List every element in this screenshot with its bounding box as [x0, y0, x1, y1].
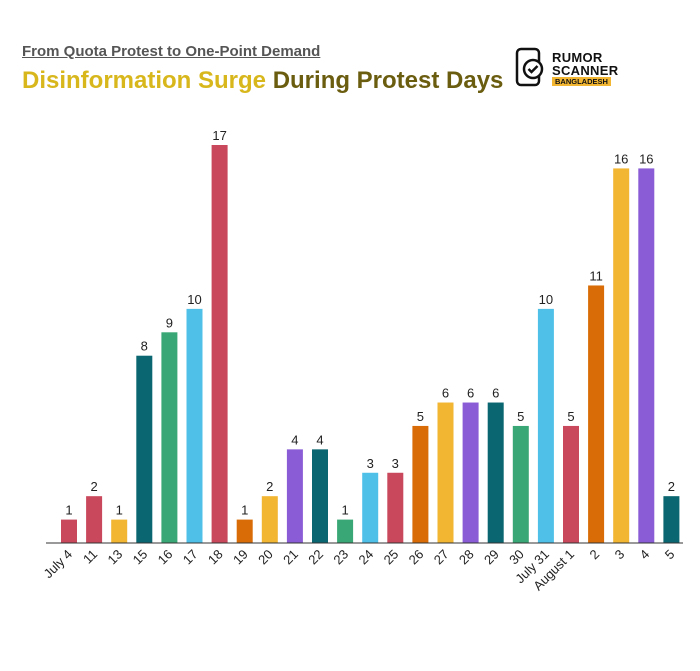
value-label-10: 4 — [316, 432, 323, 447]
value-label-4: 9 — [166, 315, 173, 330]
x-tick-label-22: 3 — [612, 547, 628, 563]
bar-21 — [588, 285, 605, 543]
x-tick-label-15: 27 — [431, 547, 452, 568]
bar-8 — [261, 496, 278, 543]
bar-1 — [86, 496, 103, 543]
x-tick-label-7: 19 — [230, 547, 251, 568]
bar-9 — [286, 449, 303, 543]
rumor-scanner-logo: RUMOR SCANNER BANGLADESH — [514, 47, 624, 89]
value-label-5: 10 — [187, 292, 201, 307]
chart-title-part2: During Protest Days — [272, 67, 504, 94]
x-tick-label-14: 26 — [406, 547, 427, 568]
bar-7 — [236, 519, 253, 543]
bar-14 — [412, 425, 429, 543]
value-label-8: 2 — [266, 479, 273, 494]
bar-17 — [487, 402, 504, 543]
x-tick-label-21: 2 — [586, 547, 602, 563]
value-label-19: 10 — [539, 292, 553, 307]
logo-text-scanner: SCANNER — [552, 63, 619, 78]
x-tick-labels-group: July 4 11 13 15 16 17 18 19 20 21 22 23 24 25 26 27 28 29… — [40, 547, 677, 594]
chart-title: Disinformation Surge During Protest Days — [22, 67, 503, 95]
bar-19 — [537, 308, 554, 543]
value-label-7: 1 — [241, 503, 248, 518]
value-label-15: 6 — [442, 386, 449, 401]
x-tick-label-3: 15 — [130, 547, 151, 568]
x-tick-label-8: 20 — [255, 547, 276, 568]
x-tick-label-17: 29 — [481, 547, 502, 568]
value-labels-group: 1 2 1 8 9 10 17 1 2 4 4 1 3 3 5 6 6 6 5 10 5 11 16 16 2 — [65, 128, 675, 518]
value-label-18: 5 — [517, 409, 524, 424]
bar-20 — [563, 425, 579, 543]
value-label-12: 3 — [367, 456, 374, 471]
value-label-22: 16 — [614, 151, 628, 166]
x-tick-label-0: July 4 — [40, 547, 75, 582]
bar-5 — [186, 308, 203, 543]
bar-3 — [136, 355, 153, 543]
value-label-16: 6 — [467, 386, 474, 401]
value-label-1: 2 — [90, 479, 97, 494]
bar-10 — [312, 449, 328, 543]
value-label-6: 17 — [212, 128, 226, 143]
logo-text-bangladesh: BANGLADESH — [552, 77, 611, 86]
bars-group — [61, 145, 680, 544]
phone-checkmark-icon — [515, 47, 544, 87]
bar-18 — [512, 425, 529, 543]
value-label-13: 3 — [392, 456, 399, 471]
value-label-3: 8 — [141, 339, 148, 354]
x-tick-label-4: 16 — [155, 547, 176, 568]
value-label-9: 4 — [291, 432, 298, 447]
x-tick-label-13: 25 — [381, 547, 402, 568]
x-tick-label-1: 11 — [80, 547, 100, 567]
bar-4 — [161, 332, 178, 543]
value-label-0: 1 — [65, 503, 72, 518]
x-tick-label-11: 23 — [330, 547, 351, 568]
x-tick-label-10: 22 — [305, 547, 326, 568]
bar-2 — [111, 519, 128, 543]
logo-text-rumor: RUMOR — [552, 50, 603, 65]
x-tick-label-23: 4 — [637, 547, 653, 563]
chart-subtitle: From Quota Protest to One-Point Demand — [22, 43, 321, 60]
value-label-21: 11 — [589, 268, 603, 283]
x-tick-label-5: 17 — [180, 547, 201, 568]
value-label-24: 2 — [668, 479, 675, 494]
value-label-14: 5 — [417, 409, 424, 424]
bar-11 — [337, 519, 354, 543]
x-tick-label-6: 18 — [205, 547, 226, 568]
value-label-23: 16 — [639, 151, 653, 166]
x-tick-label-12: 24 — [355, 547, 376, 568]
bar-16 — [462, 402, 479, 543]
bar-13 — [387, 472, 404, 543]
value-label-11: 1 — [341, 503, 348, 518]
bar-0 — [61, 519, 77, 543]
chart-title-part1: Disinformation Surge — [22, 67, 273, 94]
bar-6 — [211, 145, 228, 543]
value-label-17: 6 — [492, 386, 499, 401]
bar-23 — [638, 168, 655, 544]
bar-12 — [362, 472, 379, 543]
x-tick-label-16: 28 — [456, 547, 477, 568]
bar-24 — [663, 496, 680, 543]
x-tick-label-9: 21 — [280, 547, 301, 568]
x-tick-label-24: 5 — [662, 547, 678, 563]
value-label-20: 5 — [567, 409, 574, 424]
bar-15 — [437, 402, 454, 543]
value-label-2: 1 — [116, 503, 123, 518]
bar-22 — [613, 168, 630, 544]
x-tick-label-2: 13 — [104, 547, 125, 568]
